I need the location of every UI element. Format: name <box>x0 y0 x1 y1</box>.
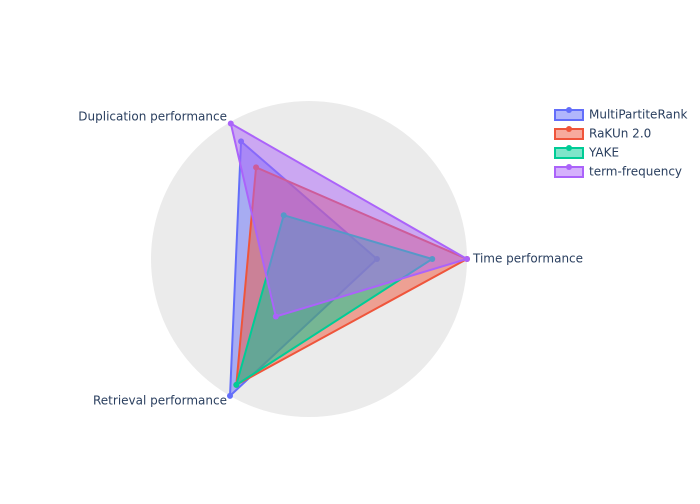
legend-item: RaKUn 2.0 <box>554 126 651 141</box>
legend-swatch <box>554 166 584 178</box>
series-area <box>229 121 470 318</box>
point <box>233 381 240 388</box>
legend-swatch <box>554 128 584 140</box>
legend-swatch <box>554 109 584 121</box>
point <box>227 120 234 127</box>
axis-label: Time performance <box>472 252 583 266</box>
legend-swatch <box>554 147 584 159</box>
legend-marker <box>566 145 572 151</box>
legend-label: YAKE <box>588 146 619 160</box>
legend-label: RaKUn 2.0 <box>589 127 651 141</box>
legend-marker <box>566 164 572 170</box>
legend-label: MultiPartiteRank <box>589 108 687 122</box>
point <box>464 256 470 262</box>
legend-item: MultiPartiteRank <box>554 107 687 122</box>
legend-label: term-frequency <box>589 165 682 179</box>
axis-label: Duplication performance <box>78 109 227 123</box>
legend-marker <box>566 126 572 132</box>
legend-marker <box>566 107 572 113</box>
axis-label: Retrieval performance <box>93 394 227 408</box>
legend-item: YAKE <box>554 145 619 160</box>
legend-item: term-frequency <box>554 164 682 179</box>
point <box>272 313 279 320</box>
point <box>227 392 233 399</box>
